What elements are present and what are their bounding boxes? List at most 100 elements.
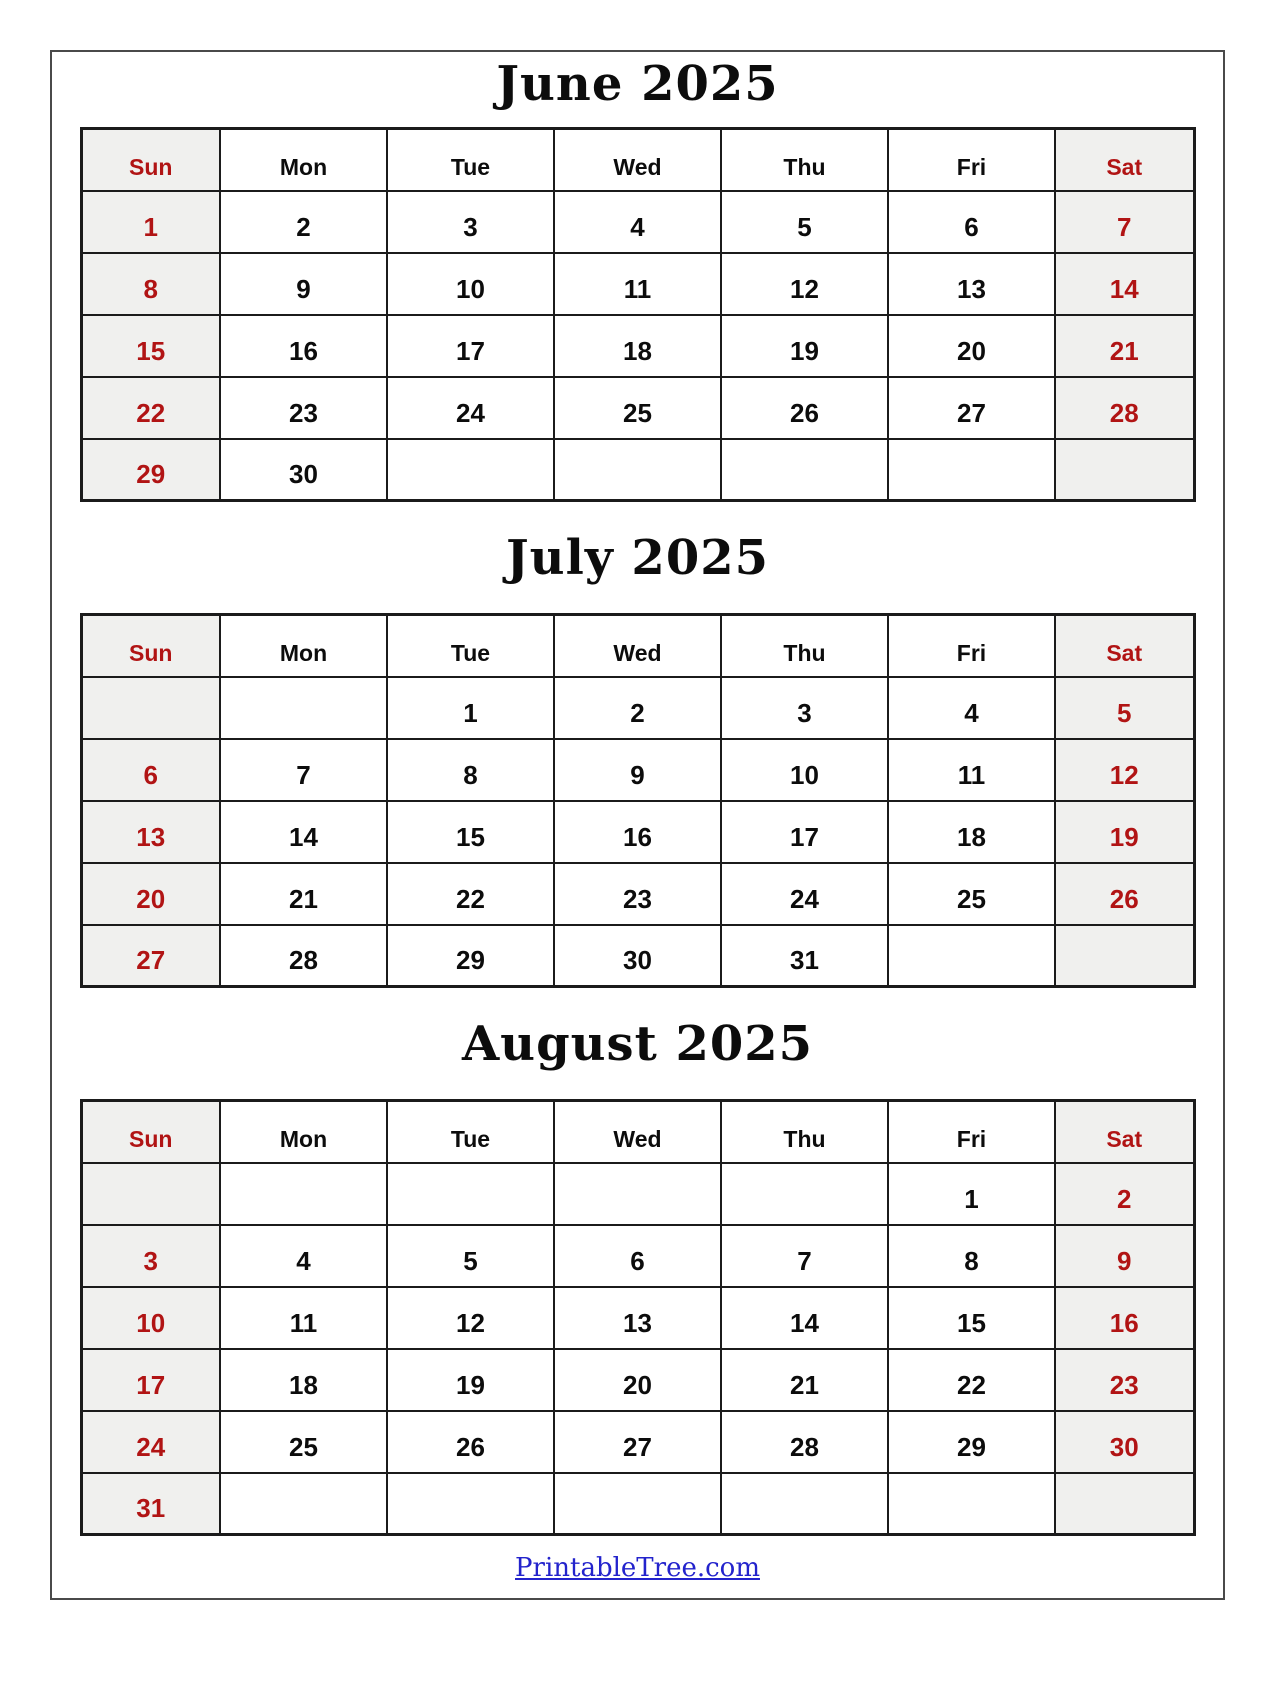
weekday-header-mon: Mon: [219, 1099, 388, 1164]
day-cell-10: 10: [386, 251, 555, 316]
empty-day-cell: [386, 1161, 555, 1226]
empty-day-cell: [720, 1161, 889, 1226]
day-cell-16: 16: [553, 799, 722, 864]
weekday-header-fri: Fri: [887, 613, 1056, 678]
day-cell-11: 11: [887, 737, 1056, 802]
day-cell-27: 27: [887, 375, 1056, 440]
day-cell-2: 2: [1054, 1161, 1195, 1226]
weekday-header-fri: Fri: [887, 1099, 1056, 1164]
weekday-header-sat: Sat: [1054, 613, 1195, 678]
day-cell-8: 8: [80, 251, 221, 316]
week-row: 24 25 26 27 28 29 30: [80, 1409, 1195, 1474]
day-cell-3: 3: [720, 675, 889, 740]
weekday-header-mon: Mon: [219, 613, 388, 678]
day-cell-27: 27: [553, 1409, 722, 1474]
week-row: 15 16 17 18 19 20 21: [80, 313, 1195, 378]
week-row: 13 14 15 16 17 18 19: [80, 799, 1195, 864]
empty-day-cell: [80, 675, 221, 740]
day-cell-21: 21: [219, 861, 388, 926]
day-cell-5: 5: [386, 1223, 555, 1288]
day-cell-2: 2: [219, 189, 388, 254]
weekday-header-sun: Sun: [80, 613, 221, 678]
empty-day-cell: [720, 437, 889, 502]
week-row: 6 7 8 9 10 11 12: [80, 737, 1195, 802]
week-row: 27 28 29 30 31: [80, 923, 1195, 988]
day-cell-20: 20: [80, 861, 221, 926]
empty-day-cell: [1054, 437, 1195, 502]
day-cell-14: 14: [1054, 251, 1195, 316]
day-cell-8: 8: [887, 1223, 1056, 1288]
day-cell-25: 25: [887, 861, 1056, 926]
day-cell-3: 3: [80, 1223, 221, 1288]
empty-day-cell: [887, 923, 1056, 988]
day-cell-9: 9: [1054, 1223, 1195, 1288]
month-section-june: June 2025 Sun Mon Tue Wed Thu Fri Sat 1 2 3 4 5 6 7 8 9…: [52, 57, 1223, 502]
empty-day-cell: [219, 675, 388, 740]
day-cell-20: 20: [553, 1347, 722, 1412]
day-cell-15: 15: [887, 1285, 1056, 1350]
weekday-header-row: Sun Mon Tue Wed Thu Fri Sat: [80, 1099, 1195, 1164]
day-cell-19: 19: [720, 313, 889, 378]
day-cell-3: 3: [386, 189, 555, 254]
printabletree-link[interactable]: PrintableTree.com: [515, 1553, 760, 1583]
weekday-header-wed: Wed: [553, 1099, 722, 1164]
weekday-header-sun: Sun: [80, 1099, 221, 1164]
day-cell-10: 10: [720, 737, 889, 802]
day-cell-25: 25: [553, 375, 722, 440]
day-cell-31: 31: [720, 923, 889, 988]
day-cell-17: 17: [386, 313, 555, 378]
day-cell-14: 14: [219, 799, 388, 864]
weekday-header-row: Sun Mon Tue Wed Thu Fri Sat: [80, 127, 1195, 192]
day-cell-18: 18: [219, 1347, 388, 1412]
day-cell-1: 1: [386, 675, 555, 740]
empty-day-cell: [553, 1161, 722, 1226]
weekday-header-thu: Thu: [720, 127, 889, 192]
empty-day-cell: [219, 1471, 388, 1536]
day-cell-23: 23: [219, 375, 388, 440]
day-cell-30: 30: [219, 437, 388, 502]
weekday-header-fri: Fri: [887, 127, 1056, 192]
day-cell-24: 24: [80, 1409, 221, 1474]
weekday-header-row: Sun Mon Tue Wed Thu Fri Sat: [80, 613, 1195, 678]
day-cell-26: 26: [1054, 861, 1195, 926]
day-cell-9: 9: [219, 251, 388, 316]
day-cell-1: 1: [80, 189, 221, 254]
day-cell-14: 14: [720, 1285, 889, 1350]
empty-day-cell: [1054, 1471, 1195, 1536]
day-cell-4: 4: [887, 675, 1056, 740]
day-cell-20: 20: [887, 313, 1056, 378]
month-title-august: August 2025: [461, 1016, 814, 1072]
day-cell-28: 28: [720, 1409, 889, 1474]
day-cell-17: 17: [80, 1347, 221, 1412]
week-row: 29 30: [80, 437, 1195, 502]
day-cell-11: 11: [219, 1285, 388, 1350]
day-cell-18: 18: [887, 799, 1056, 864]
day-cell-23: 23: [1054, 1347, 1195, 1412]
day-cell-6: 6: [80, 737, 221, 802]
empty-day-cell: [219, 1161, 388, 1226]
day-cell-23: 23: [553, 861, 722, 926]
day-cell-9: 9: [553, 737, 722, 802]
day-cell-4: 4: [219, 1223, 388, 1288]
day-cell-1: 1: [887, 1161, 1056, 1226]
day-cell-18: 18: [553, 313, 722, 378]
day-cell-8: 8: [386, 737, 555, 802]
day-cell-22: 22: [386, 861, 555, 926]
day-cell-24: 24: [386, 375, 555, 440]
day-cell-28: 28: [219, 923, 388, 988]
empty-day-cell: [386, 437, 555, 502]
week-row: 31: [80, 1471, 1195, 1536]
day-cell-26: 26: [720, 375, 889, 440]
page-footer: PrintableTree.com: [52, 1553, 1223, 1583]
day-cell-26: 26: [386, 1409, 555, 1474]
day-cell-13: 13: [553, 1285, 722, 1350]
weekday-header-thu: Thu: [720, 613, 889, 678]
day-cell-19: 19: [1054, 799, 1195, 864]
week-row: 17 18 19 20 21 22 23: [80, 1347, 1195, 1412]
day-cell-21: 21: [720, 1347, 889, 1412]
empty-day-cell: [80, 1161, 221, 1226]
day-cell-28: 28: [1054, 375, 1195, 440]
calendar-table-june: Sun Mon Tue Wed Thu Fri Sat 1 2 3 4 5 6 7 8 9 10 11 12 13 14…: [79, 127, 1196, 502]
